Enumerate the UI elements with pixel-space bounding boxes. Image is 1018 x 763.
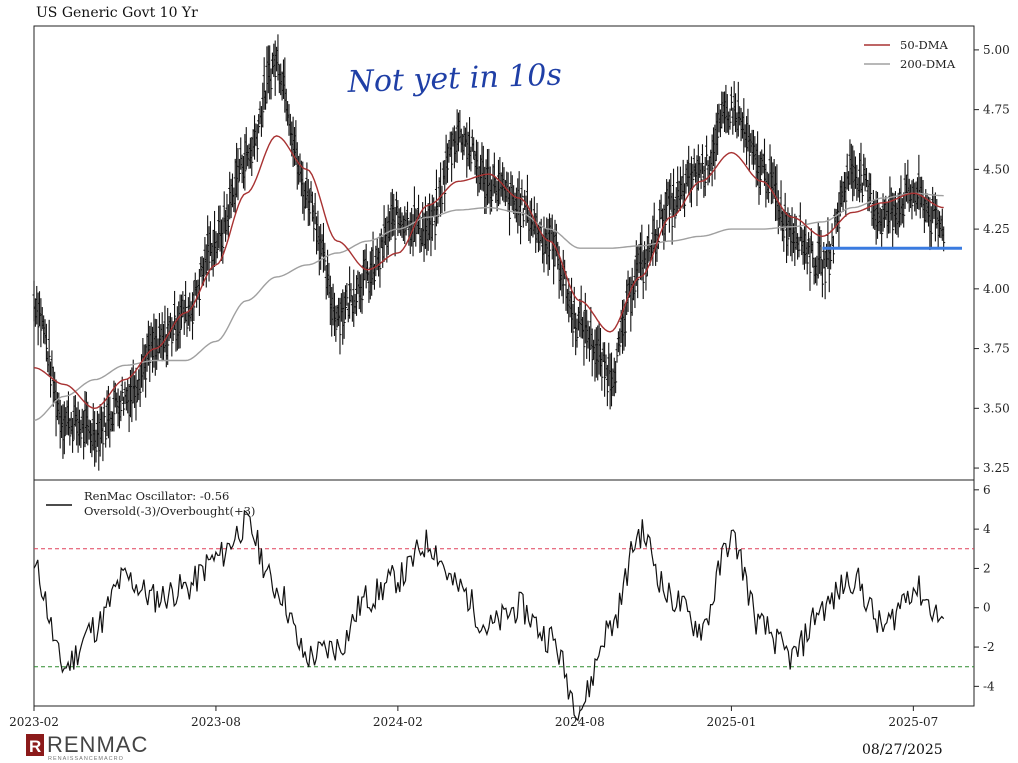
price-y-tick-label: 3.25	[983, 461, 1010, 475]
logo-mark	[26, 734, 44, 756]
legend-label-dma50: 50-DMA	[900, 38, 949, 52]
dma200-line	[33, 192, 944, 421]
oscillator-line	[33, 509, 945, 722]
osc-y-tick-label: -4	[983, 679, 995, 693]
price-y-tick-label: 3.50	[983, 401, 1010, 415]
price-y-tick-label: 3.75	[983, 342, 1010, 356]
x-tick-label: 2024-02	[373, 715, 423, 729]
x-tick-label: 2025-07	[888, 715, 938, 729]
osc-y-tick-label: -2	[983, 640, 995, 654]
osc-y-tick-label: 6	[983, 483, 991, 497]
price-y-tick-label: 5.00	[983, 43, 1010, 57]
price-y-tick-label: 4.75	[983, 103, 1010, 117]
legend-label-dma200: 200-DMA	[900, 57, 956, 71]
price-y-tick-label: 4.25	[983, 222, 1010, 236]
chart-title: US Generic Govt 10 Yr	[36, 5, 198, 21]
logo-text: RENMAC	[47, 732, 148, 757]
price-legend	[864, 44, 890, 65]
renmac-logo: R	[26, 734, 44, 756]
dma50-line	[33, 135, 944, 410]
osc-y-tick-label: 4	[983, 522, 991, 536]
x-tick-label: 2023-02	[9, 715, 59, 729]
price-series	[32, 34, 946, 471]
x-tick-label: 2023-08	[191, 715, 241, 729]
logo-mark-letter: R	[29, 737, 41, 756]
price-y-tick-label: 4.00	[983, 282, 1010, 296]
osc-y-tick-label: 2	[983, 561, 991, 575]
oscillator-panel-frame	[33, 479, 975, 707]
logo-subtitle: RENAISSANCEMACRO	[48, 756, 124, 762]
osc-y-tick-label: 0	[983, 601, 991, 615]
report-date: 08/27/2025	[862, 742, 943, 758]
x-tick-label: 2024-08	[555, 715, 605, 729]
x-tick-label: 2025-01	[706, 715, 756, 729]
handwritten-note: Not yet in 10s	[346, 58, 562, 100]
legend-label-oscillator-bands: Oversold(-3)/Overbought(+3)	[84, 504, 255, 518]
legend-label-oscillator: RenMac Oscillator: -0.56	[84, 489, 229, 503]
price-y-tick-label: 4.50	[983, 162, 1010, 176]
